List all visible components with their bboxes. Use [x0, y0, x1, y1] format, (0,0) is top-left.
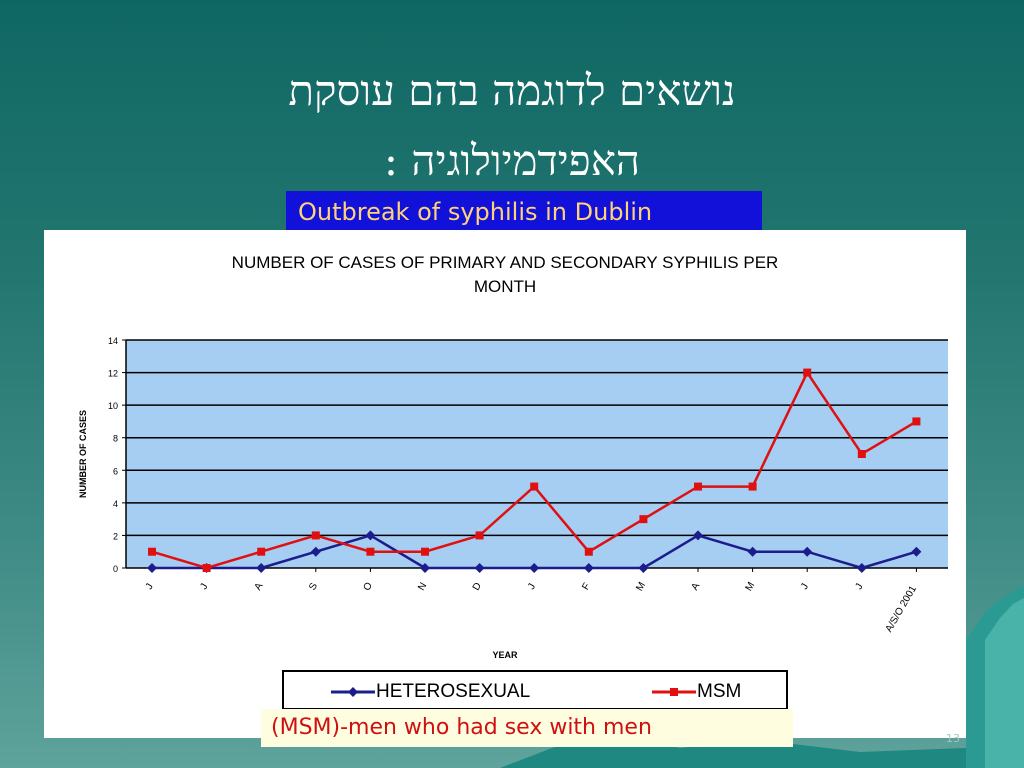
- x-tick-label: F: [580, 581, 593, 592]
- chart-title-line-2: MONTH: [474, 277, 536, 296]
- data-point-msm: [311, 531, 320, 540]
- x-tick-label: M: [744, 580, 758, 593]
- data-point-msm: [421, 547, 429, 556]
- data-point-heterosexual: [747, 546, 758, 557]
- data-point-msm: [639, 515, 648, 524]
- x-tick-label: J: [144, 582, 156, 592]
- slide-title-line-1: נושאים לדוגמה בהם עוסקת: [288, 66, 736, 115]
- data-point-heterosexual: [638, 563, 649, 573]
- x-tick-label: M: [634, 580, 648, 593]
- x-tick-label: A: [253, 581, 266, 593]
- data-point-heterosexual: [856, 563, 867, 573]
- chart-legend: HETEROSEXUAL MSM: [282, 670, 788, 710]
- page-number: 13: [946, 732, 960, 745]
- legend-item-heterosexual: HETEROSEXUAL: [331, 681, 531, 703]
- data-point-msm: [584, 547, 593, 556]
- data-point-heterosexual: [529, 563, 540, 573]
- data-point-msm: [202, 564, 211, 572]
- y-tick-label: 10: [108, 401, 118, 411]
- data-point-msm: [803, 368, 812, 377]
- data-point-msm: [366, 547, 375, 556]
- y-tick-label: 8: [113, 434, 118, 444]
- x-tick-label: J: [854, 582, 866, 592]
- x-tick-label: J: [198, 582, 210, 592]
- y-tick-label: 14: [108, 336, 118, 346]
- chart-svg: NUMBER OF CASES OF PRIMARY AND SECONDARY…: [78, 253, 948, 660]
- y-tick-label: 2: [113, 531, 118, 541]
- data-point-heterosexual: [911, 546, 922, 557]
- data-point-heterosexual: [474, 563, 485, 573]
- msm-definition-note: (MSM)-men who had sex with men: [261, 709, 793, 747]
- x-tick-label: N: [416, 581, 429, 593]
- legend-label-heterosexual: HETEROSEXUAL: [376, 681, 531, 702]
- y-tick-label: 6: [113, 466, 118, 476]
- data-point-msm: [857, 450, 866, 458]
- x-tick-label: D: [471, 581, 484, 593]
- y-tick-label: 12: [108, 369, 118, 379]
- y-tick-label: 4: [113, 499, 118, 509]
- data-point-heterosexual: [420, 563, 430, 573]
- chart-title-line-1: NUMBER OF CASES OF PRIMARY AND SECONDARY…: [232, 253, 779, 272]
- x-tick-label: S: [307, 581, 320, 593]
- data-point-msm: [148, 547, 156, 556]
- data-point-msm: [257, 547, 266, 556]
- data-point-msm: [475, 531, 484, 540]
- legend-swatch-heterosexual: [331, 687, 375, 697]
- legend-item-msm: MSM: [652, 681, 742, 703]
- data-point-heterosexual: [802, 546, 813, 557]
- data-point-heterosexual: [147, 563, 157, 573]
- x-tick-label: A: [689, 581, 702, 593]
- data-point-msm: [912, 417, 921, 426]
- x-tick-label: O: [362, 580, 376, 592]
- data-point-msm: [748, 482, 757, 491]
- y-axis-label: NUMBER OF CASES: [78, 410, 88, 498]
- x-tick-label: J: [799, 582, 811, 592]
- chart-panel: NUMBER OF CASES OF PRIMARY AND SECONDARY…: [44, 230, 966, 738]
- legend-swatch-msm: [652, 688, 696, 696]
- data-point-heterosexual: [256, 563, 267, 573]
- data-point-msm: [694, 482, 702, 491]
- legend-label-msm: MSM: [697, 681, 742, 702]
- data-point-heterosexual: [583, 563, 594, 573]
- x-axis-label: YEAR: [492, 650, 518, 660]
- y-tick-label: 0: [113, 564, 118, 574]
- x-tick-label: A/S/O 2001: [884, 584, 920, 635]
- data-point-heterosexual: [365, 530, 376, 541]
- plot-area: [126, 340, 948, 568]
- data-point-heterosexual: [693, 530, 703, 541]
- slide-title-line-2: האפידמיולוגיה :: [383, 136, 641, 185]
- data-point-msm: [530, 482, 539, 491]
- x-tick-label: J: [526, 582, 538, 592]
- subtitle-box: Outbreak of syphilis in Dublin: [286, 191, 762, 234]
- data-point-heterosexual: [310, 546, 321, 557]
